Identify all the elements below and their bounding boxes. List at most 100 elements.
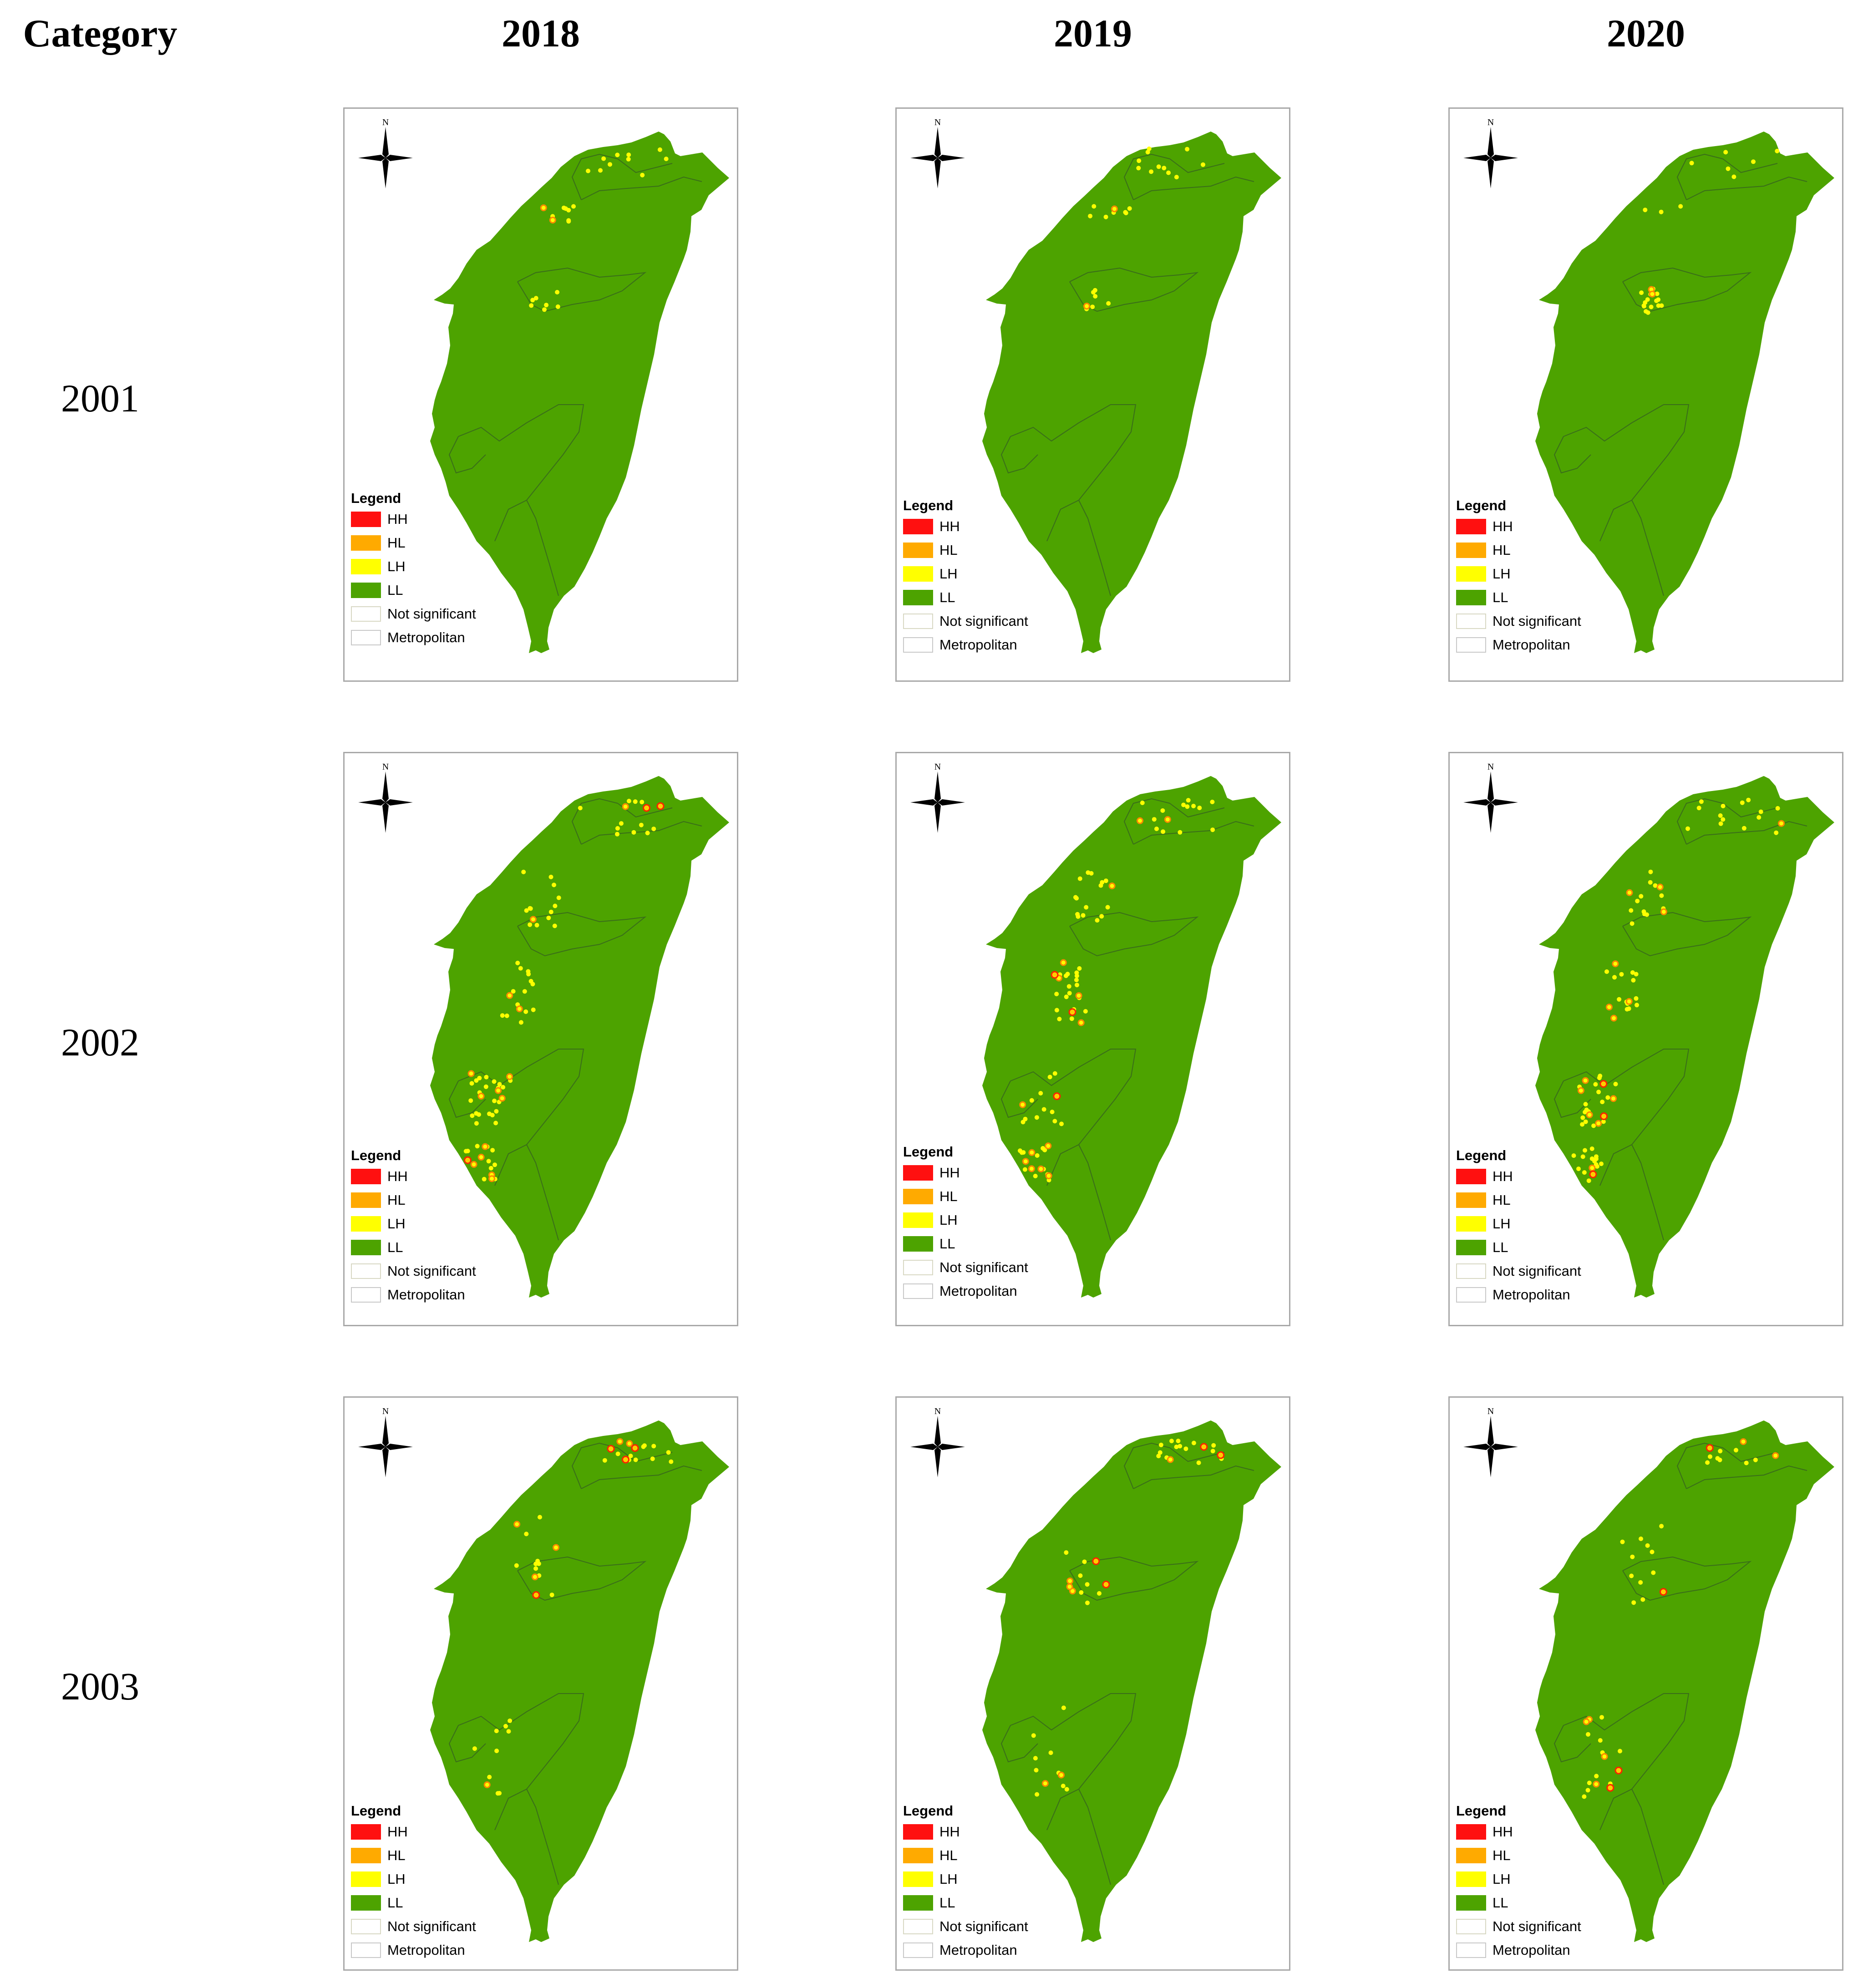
metropolitan-boundary — [1553, 436, 1591, 474]
cluster-dot — [1167, 1456, 1174, 1463]
cluster-dot — [1152, 817, 1157, 822]
cluster-dot — [566, 218, 571, 223]
legend-item: HH — [1456, 1820, 1581, 1844]
cluster-dot — [1064, 974, 1068, 978]
cluster-dot — [1591, 1123, 1596, 1128]
metropolitan-boundary — [1722, 1447, 1778, 1462]
metropolitan-boundary — [526, 500, 559, 596]
legend-swatch — [1456, 519, 1486, 534]
cluster-dot — [529, 916, 537, 923]
cluster-dot — [1655, 291, 1660, 296]
map-panel: N Legend HH HL LH LL Not significant Metropolit… — [343, 107, 738, 682]
cluster-dot — [1060, 959, 1067, 966]
metropolitan-boundary — [1631, 1144, 1664, 1241]
cluster-dot — [531, 1007, 536, 1012]
cluster-dot — [1127, 206, 1132, 211]
cluster-dot — [1580, 1122, 1585, 1127]
cluster-dot — [549, 1592, 554, 1598]
cluster-dot — [536, 1561, 541, 1566]
cluster-dot — [1643, 208, 1648, 213]
cluster-dot — [552, 882, 556, 888]
cluster-dot — [1093, 294, 1098, 299]
taiwan-island — [430, 132, 729, 653]
cluster-dot — [1068, 1008, 1076, 1016]
cluster-dot — [549, 217, 556, 224]
north-arrow-icon — [1463, 771, 1518, 833]
cluster-dot — [1082, 1559, 1087, 1564]
cluster-dot — [664, 157, 669, 162]
cluster-dot — [1605, 1004, 1613, 1011]
cluster-dot — [1731, 174, 1736, 179]
legend-label: Not significant — [1492, 1263, 1581, 1279]
cluster-dot — [518, 966, 523, 971]
cluster-dot — [1084, 905, 1089, 910]
cluster-dot — [1217, 1451, 1225, 1459]
cluster-dot — [521, 869, 526, 874]
cluster-dot — [1746, 797, 1751, 802]
legend-swatch — [351, 1263, 381, 1279]
cluster-dot — [1629, 1573, 1634, 1578]
row-label-2001: 2001 — [61, 376, 139, 420]
legend-label: Metropolitan — [939, 1942, 1017, 1958]
metropolitan-boundary — [581, 176, 702, 200]
cluster-dot — [1075, 992, 1082, 999]
cluster-dot — [1210, 800, 1215, 804]
cluster-dot — [1103, 878, 1108, 883]
cluster-dot — [1201, 162, 1205, 167]
legend-item: LH — [1456, 1212, 1581, 1236]
taiwan-map: N — [910, 1406, 1281, 1942]
cluster-dot — [1045, 1172, 1052, 1179]
cluster-dot — [1174, 1445, 1179, 1450]
legend-label: HL — [1492, 1847, 1511, 1863]
cluster-dot — [1726, 166, 1731, 171]
cluster-dot — [464, 1156, 472, 1164]
metropolitan-boundary — [517, 1556, 647, 1601]
north-arrow-icon — [358, 1416, 413, 1477]
legend-label: LH — [1492, 566, 1511, 582]
legend-item: Metropolitan — [903, 1279, 1028, 1303]
cluster-dot — [1210, 827, 1215, 832]
legend-label: Metropolitan — [1492, 1287, 1570, 1303]
cluster-dot — [1583, 1718, 1590, 1725]
cluster-dot — [1625, 998, 1633, 1005]
legend-item: Not significant — [351, 602, 476, 626]
cluster-dot — [552, 923, 557, 928]
legend-label: Not significant — [939, 1259, 1028, 1275]
cluster-dot — [1586, 1178, 1591, 1183]
cluster-dot — [1583, 1102, 1588, 1107]
cluster-dot — [487, 1775, 492, 1780]
cluster-dot — [1660, 908, 1667, 915]
cluster-dot — [1594, 1164, 1599, 1169]
cluster-dot — [615, 1451, 620, 1456]
legend-swatch — [351, 583, 381, 598]
cluster-dot — [1629, 908, 1634, 913]
legend-label: HL — [387, 1847, 406, 1863]
cluster-dot — [1583, 1119, 1588, 1124]
legend-label: Metropolitan — [1492, 1942, 1570, 1958]
cluster-dot — [1041, 1107, 1046, 1112]
cluster-dot — [1645, 912, 1649, 917]
legend-swatch — [903, 519, 933, 534]
cluster-dot — [1178, 1444, 1183, 1449]
cluster-dot — [1626, 1006, 1631, 1011]
cluster-dot — [622, 1456, 629, 1464]
metropolitan-boundary — [1553, 1080, 1591, 1118]
legend-swatch — [903, 1212, 933, 1228]
legend-label: Not significant — [387, 1263, 476, 1279]
cluster-dot — [1081, 913, 1086, 918]
cluster-dot — [532, 1591, 540, 1599]
legend-swatch — [1456, 1216, 1486, 1232]
cluster-dot — [615, 826, 620, 831]
taiwan-island — [1535, 776, 1834, 1298]
cluster-dot — [1106, 301, 1111, 306]
legend-item: HL — [351, 1844, 476, 1867]
legend-swatch — [351, 1216, 381, 1232]
cluster-dot — [616, 1438, 624, 1445]
legend-label: Metropolitan — [387, 1287, 465, 1303]
taiwan-map: N — [358, 1406, 729, 1942]
taiwan-island — [982, 1420, 1281, 1942]
cluster-dot — [556, 895, 561, 900]
cluster-dot — [1641, 303, 1646, 308]
cluster-dot — [1029, 1098, 1034, 1103]
cluster-dot — [1721, 804, 1726, 808]
